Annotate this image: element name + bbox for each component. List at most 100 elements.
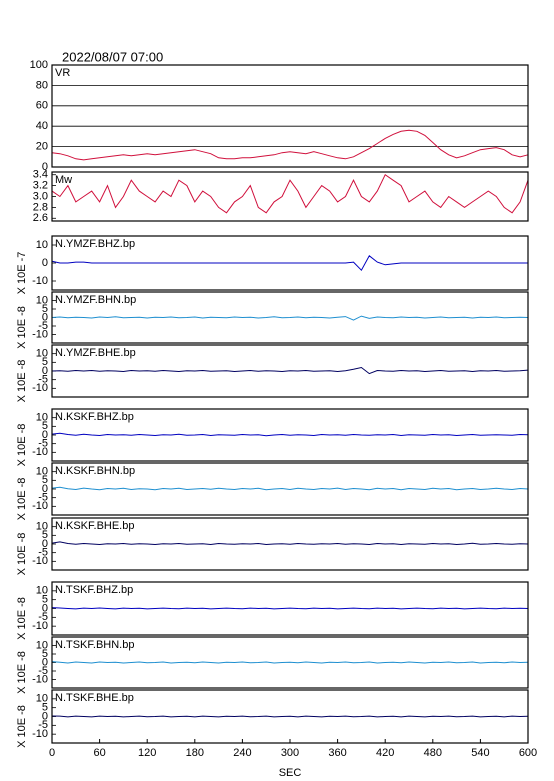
y-tick-label: -5 — [38, 719, 48, 731]
panel-label: N.KSKF.BHE.bp — [55, 520, 134, 532]
y-tick-label: 2.8 — [33, 201, 48, 213]
trace — [51, 661, 529, 664]
x-tick-label: 360 — [328, 747, 346, 759]
y-tick-label: -10 — [32, 446, 48, 458]
trace — [51, 486, 529, 491]
y-tick-label: 5 — [42, 702, 48, 714]
y-tick-label: 3.4 — [33, 169, 48, 181]
panel-label: N.TSKF.BHN.bp — [55, 639, 134, 651]
y-tick-label: 10 — [36, 639, 48, 651]
panel-frame — [51, 344, 529, 398]
y-tick-label: 0 — [42, 161, 48, 173]
y-axis-label: X 10E -8 — [16, 306, 28, 349]
x-tick-label: 600 — [519, 747, 537, 759]
y-tick-label: 0 — [42, 656, 48, 668]
y-tick-label: 10 — [36, 294, 48, 306]
panel-label: N.TSKF.BHZ.bp — [55, 584, 133, 596]
y-tick-label: 10 — [36, 412, 48, 424]
y-tick-label: -10 — [32, 673, 48, 685]
trace — [51, 541, 529, 546]
y-tick-label: 10 — [36, 239, 48, 251]
panel-label: Mw — [55, 174, 72, 186]
panel-frame — [51, 636, 529, 689]
y-tick-label: -10 — [32, 500, 48, 512]
y-tick-label: 0 — [42, 538, 48, 550]
x-tick-label: 60 — [93, 747, 105, 759]
panel-frame — [51, 235, 529, 291]
y-tick-label: 10 — [36, 521, 48, 533]
y-tick-label: 0 — [42, 710, 48, 722]
y-tick-label: -5 — [38, 611, 48, 623]
trace — [51, 129, 529, 161]
y-tick-label: 5 — [42, 303, 48, 315]
y-tick-label: 5 — [42, 648, 48, 660]
y-tick-label: 80 — [36, 79, 48, 91]
y-tick-label: -10 — [32, 275, 48, 287]
y-tick-label: 0 — [42, 429, 48, 441]
trace — [51, 607, 529, 610]
panel-label: N.YMZF.BHZ.bp — [55, 238, 135, 250]
y-axis-label: X 10E -7 — [16, 252, 28, 295]
y-tick-label: 0 — [42, 365, 48, 377]
trace — [51, 315, 529, 321]
trace — [51, 255, 528, 272]
y-tick-label: 2.6 — [33, 212, 48, 224]
y-tick-label: -10 — [32, 728, 48, 740]
y-tick-label: 60 — [36, 100, 48, 112]
x-tick-label: 480 — [424, 747, 442, 759]
y-tick-label: -5 — [38, 547, 48, 559]
y-tick-label: 10 — [36, 693, 48, 705]
y-tick-label: -5 — [38, 492, 48, 504]
y-tick-label: -5 — [38, 438, 48, 450]
y-tick-label: 20 — [36, 141, 48, 153]
panel-label: N.TSKF.BHE.bp — [55, 692, 134, 704]
y-tick-label: 0 — [42, 257, 48, 269]
chart-title: 2022/08/07 07:00 — [62, 49, 163, 64]
y-tick-label: 5 — [42, 594, 48, 606]
y-tick-label: -10 — [32, 382, 48, 394]
panel-label: VR — [55, 67, 70, 79]
panel-frame — [51, 408, 529, 462]
y-tick-label: 0 — [42, 602, 48, 614]
y-tick-label: 10 — [36, 585, 48, 597]
panel-frame — [51, 171, 529, 222]
y-tick-label: 10 — [36, 348, 48, 360]
panel-frame — [51, 64, 529, 168]
y-tick-label: 3.2 — [33, 180, 48, 192]
y-tick-label: 5 — [42, 420, 48, 432]
y-tick-label: 5 — [42, 474, 48, 486]
panel-label: N.YMZF.BHN.bp — [55, 294, 136, 306]
y-tick-label: 3.0 — [33, 190, 48, 202]
panel-frame — [51, 462, 529, 516]
x-tick-label: 180 — [186, 747, 204, 759]
trace — [51, 366, 529, 375]
panel-frame — [51, 291, 529, 344]
y-tick-label: -5 — [38, 374, 48, 386]
y-axis-label: X 10E -8 — [16, 705, 28, 748]
trace — [51, 715, 529, 718]
x-tick-label: 240 — [233, 747, 251, 759]
panel-frame — [51, 581, 529, 636]
panel-frame — [51, 517, 529, 571]
x-axis-label: SEC — [279, 767, 302, 779]
y-axis-label: X 10E -8 — [16, 360, 28, 403]
y-tick-label: -10 — [32, 328, 48, 340]
y-tick-label: -5 — [38, 320, 48, 332]
panel-label: N.YMZF.BHE.bp — [55, 347, 136, 359]
y-tick-label: 10 — [36, 466, 48, 478]
y-tick-label: 100 — [30, 59, 48, 71]
y-axis-label: X 10E -8 — [16, 424, 28, 467]
y-tick-label: 40 — [36, 120, 48, 132]
y-tick-label: -10 — [32, 555, 48, 567]
y-axis-label: X 10E -8 — [16, 597, 28, 640]
x-tick-label: 120 — [138, 747, 156, 759]
y-axis-label: X 10E -8 — [16, 651, 28, 694]
y-tick-label: 5 — [42, 529, 48, 541]
x-tick-label: 0 — [49, 747, 55, 759]
trace — [51, 432, 529, 437]
x-tick-label: 540 — [471, 747, 489, 759]
trace — [51, 173, 529, 214]
x-tick-label: 420 — [376, 747, 394, 759]
